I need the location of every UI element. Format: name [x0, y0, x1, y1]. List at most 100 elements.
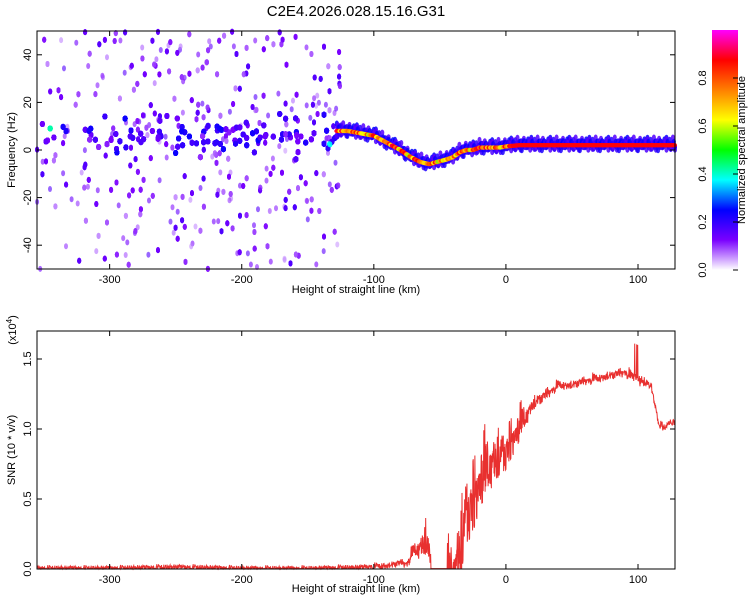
spectrogram-cell [303, 139, 309, 146]
spectrogram-cell [60, 123, 66, 130]
spectrogram-cell [183, 258, 188, 265]
spectrogram-cell [283, 100, 288, 107]
spectrogram-cell [206, 47, 211, 54]
spectrogram-cell [175, 235, 180, 242]
snr-series-line [36, 343, 676, 571]
spectrogram-cell [214, 159, 219, 166]
spectrogram-cell [186, 133, 192, 140]
spectrogram-cell [135, 118, 140, 124]
colorbar-label: Normalized spectral amplitude [736, 76, 748, 224]
spectrogram-cell [123, 144, 129, 151]
spectrogram-cell [631, 134, 636, 141]
spectrogram-cell [237, 85, 242, 92]
spectrogram-cell [252, 245, 257, 252]
spectrogram-cell [42, 36, 47, 43]
spectrogram-cell [318, 75, 323, 82]
spectrogram-cell [218, 169, 223, 176]
spectrogram-cell [194, 116, 199, 123]
spectrogram-cell [316, 99, 321, 106]
spectrogram-cell [331, 123, 336, 130]
spectrogram-cell [201, 146, 206, 153]
spectrogram-cell [180, 217, 185, 224]
spectrogram-cell [100, 74, 105, 81]
spectrogram-cell [195, 109, 200, 116]
spectrogram-cell [337, 64, 342, 71]
spectrogram-cell [304, 102, 309, 109]
spectrogram-cell [337, 83, 342, 89]
spectrogram-cell [92, 136, 98, 143]
spectrogram-cell [179, 74, 184, 81]
spectrogram-cell [86, 127, 92, 134]
spectrogram-cell [211, 218, 216, 225]
spectrogram-cell [187, 31, 192, 38]
spectrogram-cell [321, 111, 327, 118]
spectrogram-cell [311, 130, 317, 137]
spectrogram-cell [128, 127, 134, 134]
spectrogram-cell [152, 80, 157, 87]
spectrogram-cell [314, 102, 319, 109]
spectrogram-cell [252, 222, 256, 229]
spectrogram-cell [322, 233, 326, 240]
spectrogram-cell [176, 135, 182, 142]
spectrogram-cell [201, 139, 207, 146]
spectrogram-cell [210, 153, 215, 160]
spectrogram-cell [208, 43, 213, 50]
spectrogram-cell [123, 212, 128, 219]
spectrogram-cell [122, 115, 128, 122]
spectrogram-cell [140, 55, 145, 62]
snr-y-label: SNR (10 * v/v) [6, 415, 18, 485]
spectrogram-cell [322, 43, 326, 50]
spectrogram-cell [178, 43, 183, 50]
spectrogram-cell [333, 159, 338, 166]
spectrogram-cell [227, 173, 231, 180]
spectrogram-cell [274, 205, 278, 212]
spectrogram-x-tick-label: -100 [363, 274, 385, 286]
spectrogram-cell [293, 33, 298, 40]
spectrogram-cell [317, 208, 322, 214]
spectrogram-cell [103, 152, 108, 159]
spectrogram-cell [294, 131, 300, 138]
spectrogram-cell [256, 206, 260, 213]
spectrogram-cell [164, 48, 169, 55]
spectrogram-cell [152, 61, 157, 68]
spectrogram-cell [141, 176, 146, 183]
spectrogram-cell [189, 139, 195, 146]
spectrogram-cell [292, 204, 297, 211]
spectrogram-cell [104, 141, 110, 148]
spectrogram-cell [257, 120, 262, 126]
spectrogram-cell [324, 135, 329, 142]
spectrogram-cell [135, 126, 140, 133]
spectrogram-cell [258, 187, 263, 194]
spectrogram-cell [149, 128, 155, 134]
spectrogram-cell [261, 92, 266, 99]
colorbar-tick-label: 0.6 [697, 118, 709, 133]
spectrogram-cell [40, 158, 45, 165]
spectrogram-cell [173, 150, 179, 156]
spectrogram-cell [187, 70, 192, 77]
spectrogram-cell [180, 193, 185, 200]
spectrogram-cell [111, 125, 116, 132]
spectrogram-cell [314, 170, 319, 177]
spectrogram-cell [102, 113, 108, 120]
spectrogram-cell [168, 218, 173, 225]
spectrogram-cell [207, 38, 212, 45]
snr-x-ticks: -300 -200 -100 0 100 [99, 331, 647, 586]
spectrogram-cell [112, 38, 117, 44]
spectrogram-cell [138, 186, 143, 193]
spectrogram-cell [164, 113, 170, 119]
spectrogram-y-ticks: -40 -20 0 20 40 [22, 49, 675, 253]
spectrogram-cell [287, 188, 292, 195]
spectrogram-cell [83, 217, 88, 224]
spectrogram-cell [128, 162, 133, 169]
spectrogram-cell [205, 104, 210, 111]
spectrogram-cell [175, 208, 180, 215]
spectrogram-cell [188, 196, 193, 203]
spectrogram-cell [337, 73, 342, 80]
spectrogram-cell [268, 258, 273, 265]
spectrogram-cell [262, 133, 268, 140]
spectrogram-cell [95, 82, 100, 89]
spectrogram-cell [217, 37, 222, 44]
spectrogram-cell [156, 247, 160, 254]
spectrogram-cell [336, 182, 341, 189]
